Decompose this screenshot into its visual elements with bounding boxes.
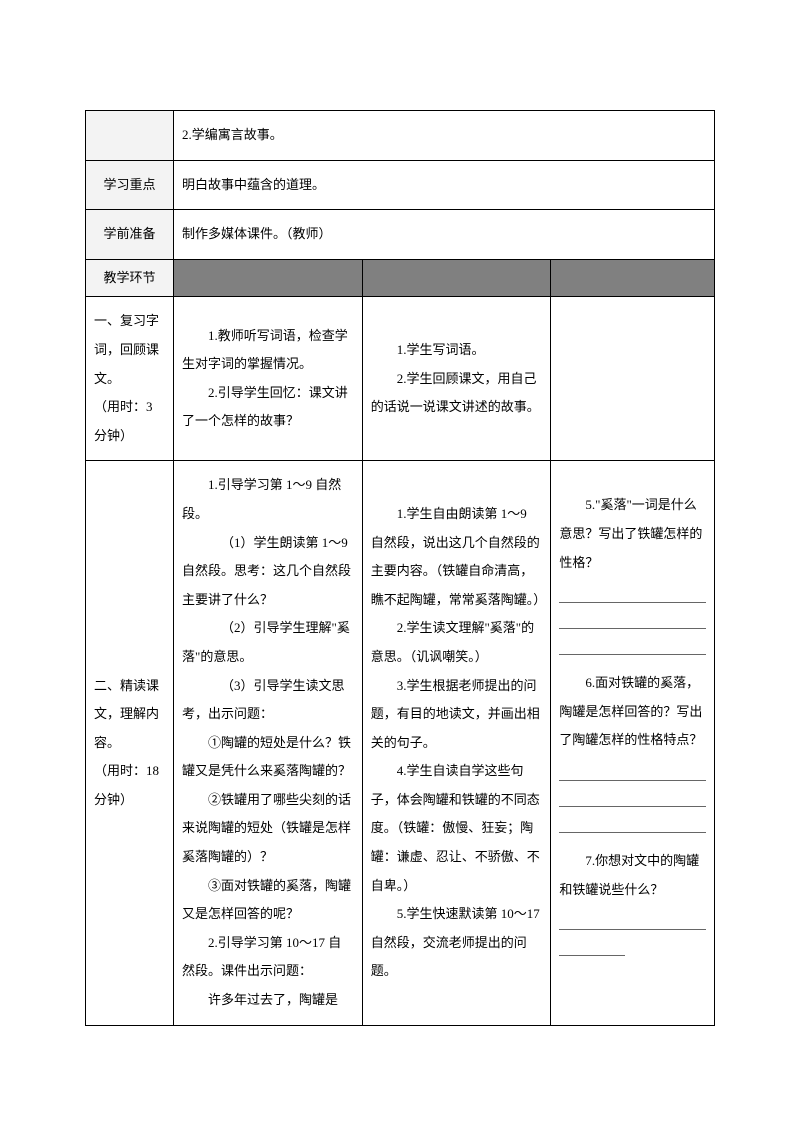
section2-title: 二、精读课文，理解内容。 xyxy=(94,672,165,758)
q7-text: 7.你想对文中的陶罐和铁罐说些什么？ xyxy=(559,847,706,904)
section2-time: （用时：18 分钟） xyxy=(94,757,165,814)
s2-right-p3: 3.学生根据老师提出的问题，有目的地读文，并画出相关的句子。 xyxy=(371,672,543,758)
s2-mid-p5: ①陶罐的短处是什么？铁罐又是凭什么来奚落陶罐的？ xyxy=(182,729,354,786)
section1-title: 一、复习字词，回顾课文。 xyxy=(94,307,165,393)
q5-blank3 xyxy=(559,633,706,655)
header-col2 xyxy=(174,259,363,297)
section2-mid: 1.引导学习第 1～9 自然段。 （1）学生朗读第 1～9自然段。思考：这几个自… xyxy=(174,461,363,1025)
prep-label: 学前准备 xyxy=(86,210,174,260)
q6-blank3 xyxy=(559,811,706,833)
s2-right-p2: 2.学生读文理解"奚落"的意思。（讥讽嘲笑。） xyxy=(371,614,543,671)
lesson-plan-table: 2.学编寓言故事。 学习重点 明白故事中蕴含的道理。 学前准备 制作多媒体课件。… xyxy=(85,110,715,1026)
q7-blank1 xyxy=(559,908,706,930)
q7-blank2 xyxy=(559,934,625,956)
s2-mid-p8: 2.引导学习第 10～17 自然段。课件出示问题： xyxy=(182,929,354,986)
pre-row: 2.学编寓言故事。 xyxy=(86,111,715,161)
prep-row: 学前准备 制作多媒体课件。（教师） xyxy=(86,210,715,260)
section1-mid: 1.教师听写词语，检查学生对字词的掌握情况。 2.引导学生回忆：课文讲了一个怎样… xyxy=(174,297,363,461)
s2-mid-p3: （2）引导学生理解"奚落"的意思。 xyxy=(182,614,354,671)
s2-mid-p9: 许多年过去了，陶罐是 xyxy=(182,986,354,1015)
focus-label: 学习重点 xyxy=(86,160,174,210)
q6-text: 6.面对铁罐的奚落，陶罐是怎样回答的？写出了陶罐怎样的性格特点？ xyxy=(559,669,706,755)
section2-left: 二、精读课文，理解内容。 （用时：18 分钟） xyxy=(86,461,174,1025)
header-col3 xyxy=(362,259,551,297)
header-col4 xyxy=(551,259,715,297)
section1-right-p1: 1.学生写词语。 xyxy=(371,336,543,365)
section1-row: 一、复习字词，回顾课文。 （用时：3 分钟） 1.教师听写词语，检查学生对字词的… xyxy=(86,297,715,461)
s2-right-p4: 4.学生自读自学这些句子，体会陶罐和铁罐的不同态度。（铁罐：傲慢、狂妄；陶罐：谦… xyxy=(371,757,543,900)
pre-item2: 2.学编寓言故事。 xyxy=(182,121,706,150)
q6-blank1 xyxy=(559,759,706,781)
q5-blank2 xyxy=(559,607,706,629)
s2-right-p1: 1.学生自由朗读第 1～9 自然段，说出这几个自然段的主要内容。（铁罐自命清高，… xyxy=(371,500,543,614)
s2-mid-p6: ②铁罐用了哪些尖刻的话来说陶罐的短处（铁罐是怎样奚落陶罐的）？ xyxy=(182,786,354,872)
section2-right: 1.学生自由朗读第 1～9 自然段，说出这几个自然段的主要内容。（铁罐自命清高，… xyxy=(362,461,551,1025)
section1-time: （用时：3 分钟） xyxy=(94,393,165,450)
q5-blank1 xyxy=(559,581,706,603)
s2-right-p5: 5.学生快速默读第 10～17自然段，交流老师提出的问题。 xyxy=(371,900,543,986)
section2-far: 5."奚落"一词是什么意思？写出了铁罐怎样的性格？ 6.面对铁罐的奚落，陶罐是怎… xyxy=(551,461,715,1025)
section2-row: 二、精读课文，理解内容。 （用时：18 分钟） 1.引导学习第 1～9 自然段。… xyxy=(86,461,715,1025)
section1-left: 一、复习字词，回顾课文。 （用时：3 分钟） xyxy=(86,297,174,461)
s2-mid-p4: （3）引导学生读文思考，出示问题： xyxy=(182,672,354,729)
s2-mid-p1: 1.引导学习第 1～9 自然段。 xyxy=(182,471,354,528)
q5-text: 5."奚落"一词是什么意思？写出了铁罐怎样的性格？ xyxy=(559,491,706,577)
section1-mid-p2: 2.引导学生回忆：课文讲了一个怎样的故事？ xyxy=(182,379,354,436)
focus-row: 学习重点 明白故事中蕴含的道理。 xyxy=(86,160,715,210)
section1-right-p2: 2.学生回顾课文，用自己的话说一说课文讲述的故事。 xyxy=(371,365,543,422)
q6-blank2 xyxy=(559,785,706,807)
pre-label-cell xyxy=(86,111,174,161)
header-row: 教学环节 xyxy=(86,259,715,297)
header-label: 教学环节 xyxy=(86,259,174,297)
s2-mid-p2: （1）学生朗读第 1～9自然段。思考：这几个自然段主要讲了什么？ xyxy=(182,529,354,615)
section1-far xyxy=(551,297,715,461)
pre-content-cell: 2.学编寓言故事。 xyxy=(174,111,715,161)
section1-mid-p1: 1.教师听写词语，检查学生对字词的掌握情况。 xyxy=(182,322,354,379)
section1-right: 1.学生写词语。 2.学生回顾课文，用自己的话说一说课文讲述的故事。 xyxy=(362,297,551,461)
s2-mid-p7: ③面对铁罐的奚落，陶罐又是怎样回答的呢？ xyxy=(182,872,354,929)
prep-content: 制作多媒体课件。（教师） xyxy=(174,210,715,260)
focus-content: 明白故事中蕴含的道理。 xyxy=(174,160,715,210)
